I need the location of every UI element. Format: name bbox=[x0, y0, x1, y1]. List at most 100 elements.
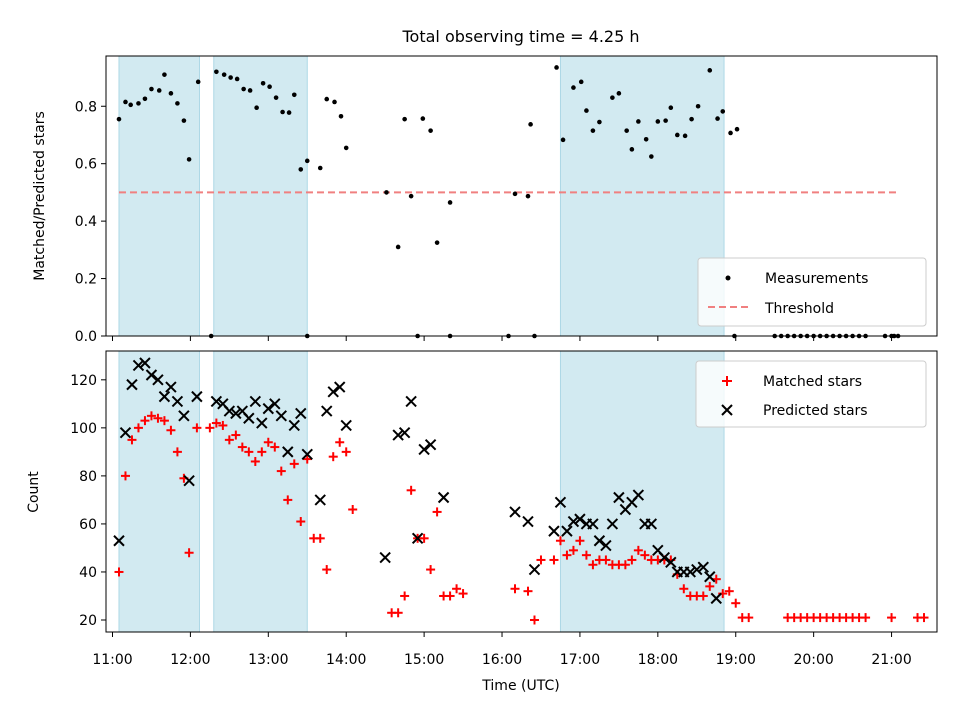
matched-point bbox=[393, 608, 403, 618]
measurement-point bbox=[571, 85, 576, 90]
measurement-point bbox=[590, 128, 596, 133]
measurement-point bbox=[304, 158, 310, 164]
measurement-point bbox=[447, 200, 453, 205]
predicted-point bbox=[392, 429, 404, 441]
measurement-point bbox=[280, 109, 285, 115]
matched-point bbox=[536, 555, 546, 565]
matched-point bbox=[633, 545, 643, 555]
x-tick-label: 11:00 bbox=[92, 652, 132, 668]
predicted-point bbox=[567, 515, 580, 528]
bottom-x-axis: 11:00 12:00 13:00 14:00 15:00 16:00 17:00 18:00… bbox=[92, 632, 912, 668]
measurement-point bbox=[136, 101, 141, 106]
shaded-interval-0 bbox=[118, 55, 200, 337]
matched-point bbox=[575, 536, 585, 546]
measurement-point bbox=[338, 114, 344, 119]
count-points bbox=[113, 357, 929, 625]
measurement-point bbox=[663, 118, 668, 123]
predicted-point bbox=[282, 446, 294, 458]
matched-point bbox=[114, 567, 124, 577]
predicted-point bbox=[398, 426, 411, 439]
measurement-point bbox=[528, 122, 533, 127]
matched-point bbox=[192, 423, 202, 433]
measurement-point bbox=[291, 92, 297, 98]
measurement-point bbox=[610, 95, 615, 100]
predicted-point bbox=[561, 525, 573, 537]
measurement-point bbox=[434, 240, 440, 245]
predicted-point bbox=[314, 494, 326, 506]
matched-point bbox=[426, 565, 436, 575]
measurement-point bbox=[241, 86, 246, 92]
shaded-interval-1 bbox=[213, 55, 308, 337]
matched-point bbox=[270, 442, 280, 452]
predicted-point bbox=[178, 410, 190, 422]
matched-point bbox=[432, 507, 442, 517]
predicted-point bbox=[249, 395, 262, 408]
matched-point bbox=[250, 456, 260, 466]
measurement-point bbox=[298, 167, 304, 172]
measurement-point bbox=[116, 116, 122, 122]
matched-point bbox=[887, 613, 897, 623]
matched-point bbox=[861, 613, 871, 623]
predicted-point bbox=[210, 395, 223, 408]
x-tick-label: 18:00 bbox=[638, 652, 678, 668]
matched-point bbox=[302, 454, 312, 464]
predicted-point bbox=[710, 592, 722, 605]
matched-point bbox=[218, 420, 228, 430]
shaded-interval-2 bbox=[559, 55, 725, 337]
matched-point bbox=[224, 435, 234, 445]
measurement-point bbox=[332, 99, 337, 105]
predicted-point bbox=[262, 402, 275, 415]
predicted-point bbox=[288, 419, 300, 432]
matched-point bbox=[705, 581, 715, 591]
predicted-point bbox=[509, 506, 521, 518]
predicted-point bbox=[411, 532, 424, 545]
bottom-legend: Matched stars Predicted stars bbox=[695, 360, 927, 428]
measurement-point bbox=[408, 193, 414, 199]
matched-point bbox=[244, 447, 254, 457]
predicted-point bbox=[554, 496, 567, 509]
predicted-point bbox=[437, 491, 450, 504]
measurement-point bbox=[317, 165, 323, 171]
x-tick-label: 17:00 bbox=[560, 652, 600, 668]
measurement-point bbox=[214, 69, 219, 75]
measurement-point bbox=[324, 96, 330, 102]
predicted-point bbox=[165, 381, 177, 393]
x-tick-label: 14:00 bbox=[326, 652, 366, 668]
top-y-tick-label: 0.0 bbox=[75, 329, 97, 345]
measurement-point bbox=[175, 101, 180, 106]
matched-point bbox=[315, 533, 325, 543]
predicted-point bbox=[418, 443, 430, 456]
measurement-point bbox=[734, 126, 740, 132]
legend-threshold-label: Threshold bbox=[764, 301, 834, 317]
matched-point bbox=[731, 598, 741, 608]
measurement-point bbox=[195, 79, 201, 85]
measurement-point bbox=[643, 136, 649, 142]
predicted-point bbox=[697, 561, 709, 573]
predicted-point bbox=[658, 551, 671, 564]
bottom-y-tick-label: 120 bbox=[70, 373, 97, 389]
predicted-point bbox=[684, 566, 697, 578]
matched-point bbox=[133, 423, 143, 433]
top-y-tick-label: 0.6 bbox=[75, 157, 97, 173]
predicted-point bbox=[230, 407, 242, 420]
predicted-point bbox=[256, 417, 268, 429]
predicted-point bbox=[600, 539, 612, 552]
measurement-point bbox=[578, 79, 584, 85]
matched-point bbox=[231, 430, 241, 440]
top-y-tick-label: 0.8 bbox=[75, 99, 97, 115]
measurement-point bbox=[428, 128, 433, 133]
shaded-interval-0 bbox=[118, 350, 200, 633]
matched-point bbox=[283, 495, 293, 505]
chart-title: Total observing time = 4.25 h bbox=[401, 27, 639, 46]
measurement-point bbox=[128, 102, 133, 108]
x-tick-label: 16:00 bbox=[482, 652, 522, 668]
measurement-point bbox=[247, 88, 253, 93]
measurement-point bbox=[715, 116, 720, 121]
measurement-point bbox=[123, 99, 128, 105]
predicted-point bbox=[665, 556, 677, 569]
x-tick-label: 12:00 bbox=[170, 652, 210, 668]
measurement-point bbox=[286, 110, 292, 115]
predicted-point bbox=[334, 381, 346, 393]
measurement-point bbox=[142, 96, 148, 102]
